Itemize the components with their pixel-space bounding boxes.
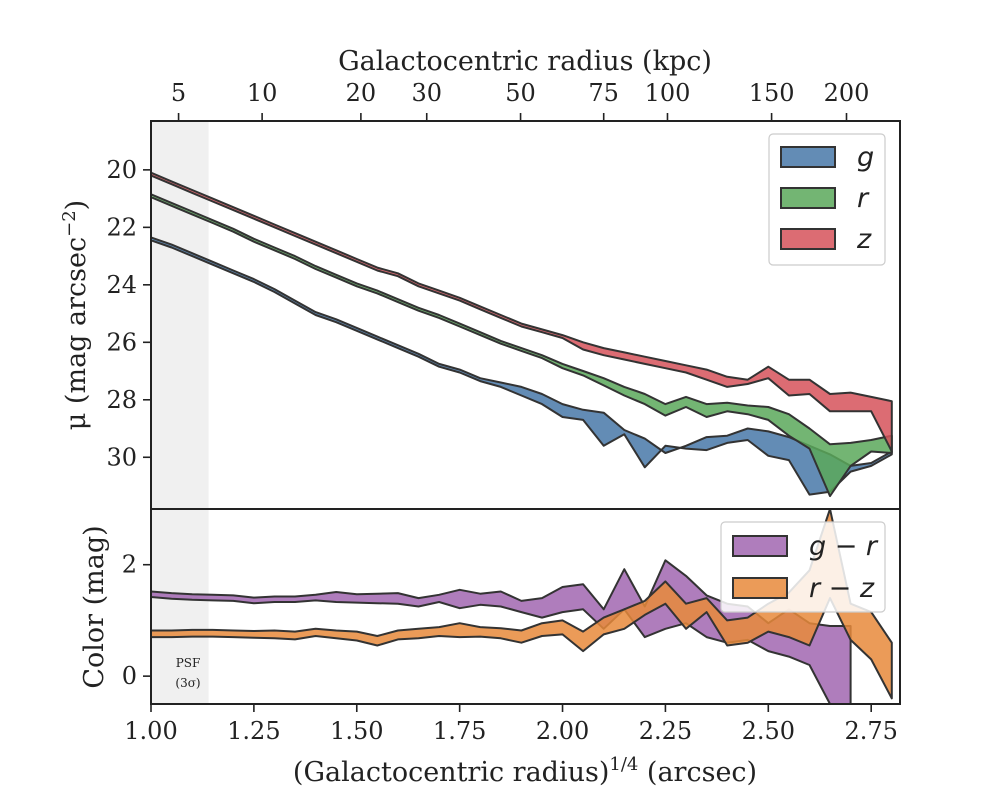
top-xtick-label: 20 (346, 79, 377, 107)
surface-brightness-panel: 20 22 24 26 28 30 5 10 20 30 50 75 100 150 200 Galact… (59, 46, 901, 510)
top-y-axis-title: μ (mag arcsec−2) (59, 200, 92, 430)
xlabel-base: (Galactocentric radius) (293, 757, 609, 788)
legend-label-z: z (856, 224, 872, 255)
top-legend: grz (768, 133, 886, 266)
bottom-xtick-label: 1.00 (124, 717, 177, 745)
top-x-axis-ticks: 5 10 20 30 50 75 100 150 200 (171, 79, 869, 121)
legend-label-g-r: g − r (809, 531, 879, 562)
legend-label-r-z: r − z (809, 573, 875, 604)
top-ytick-label: 30 (106, 443, 137, 471)
top-xtick-label: 50 (505, 79, 536, 107)
top-ytick-label: 20 (106, 156, 137, 184)
legend-swatch-g (780, 146, 836, 168)
bottom-xtick-label: 1.50 (330, 717, 383, 745)
top-xtick-label: 150 (749, 79, 795, 107)
top-xtick-label: 100 (645, 79, 691, 107)
psf-shaded-region-bottom (151, 509, 209, 704)
bottom-xtick-label: 2.00 (536, 717, 589, 745)
bottom-xtick-label: 1.75 (433, 717, 486, 745)
bottom-plot-frame (150, 508, 901, 705)
series-band-r-z (151, 509, 893, 700)
legend-swatch-z (780, 228, 836, 250)
color-panel: 02 1.00 1.25 1.50 1.75 2.00 2.25 2.50 2.75 PSF … (79, 508, 901, 788)
bottom-y-axis-ticks: 02 (122, 551, 151, 690)
top-ytick-label: 22 (106, 213, 137, 241)
top-axis-title: Galactocentric radius (kpc) (338, 46, 712, 77)
bottom-x-axis-ticks: 1.00 1.25 1.50 1.75 2.00 2.25 2.50 2.75 (124, 704, 898, 745)
ylabel-base: μ (mag arcsec (61, 237, 92, 430)
top-xtick-label: 10 (247, 79, 278, 107)
surface-brightness-series (151, 171, 893, 498)
psf-shade-bottom (151, 509, 209, 704)
bottom-xtick-label: 2.75 (844, 717, 897, 745)
bottom-xtick-label: 2.25 (639, 717, 692, 745)
top-xtick-label: 30 (411, 79, 442, 107)
top-y-axis-ticks: 20 22 24 26 28 30 (106, 156, 151, 471)
top-xtick-label: 200 (824, 79, 870, 107)
legend-label-g: g (857, 142, 874, 173)
bottom-x-axis-title: (Galactocentric radius)1/4 (arcsec) (293, 754, 757, 788)
legend-label-r: r (857, 183, 870, 214)
color-series (151, 509, 893, 704)
psf-annotation-line2: (3σ) (175, 676, 200, 690)
series-band-z (151, 171, 893, 453)
xlabel-tail: (arcsec) (638, 757, 757, 788)
top-ytick-label: 26 (106, 328, 137, 356)
psf-annotation-line1: PSF (176, 656, 201, 670)
top-ytick-label: 24 (106, 271, 137, 299)
legend-swatch-r-z (732, 577, 788, 599)
xlabel-sup: 1/4 (609, 754, 638, 775)
top-ytick-label: 28 (106, 386, 137, 414)
top-xtick-label: 75 (588, 79, 619, 107)
ylabel-tail: ) (61, 200, 92, 211)
legend-swatch-g-r (732, 535, 788, 557)
bottom-xtick-label: 1.25 (227, 717, 280, 745)
legend-swatch-r (780, 187, 836, 209)
series-band-r (151, 193, 893, 498)
bottom-y-axis-title: Color (mag) (79, 525, 110, 688)
bottom-legend: g − r r − z (720, 521, 886, 613)
ylabel-sup: −2 (59, 210, 80, 237)
bottom-xtick-label: 2.50 (742, 717, 795, 745)
bottom-ytick-label: 0 (122, 662, 137, 690)
top-xtick-label: 5 (171, 79, 186, 107)
bottom-ytick-label: 2 (122, 551, 137, 579)
